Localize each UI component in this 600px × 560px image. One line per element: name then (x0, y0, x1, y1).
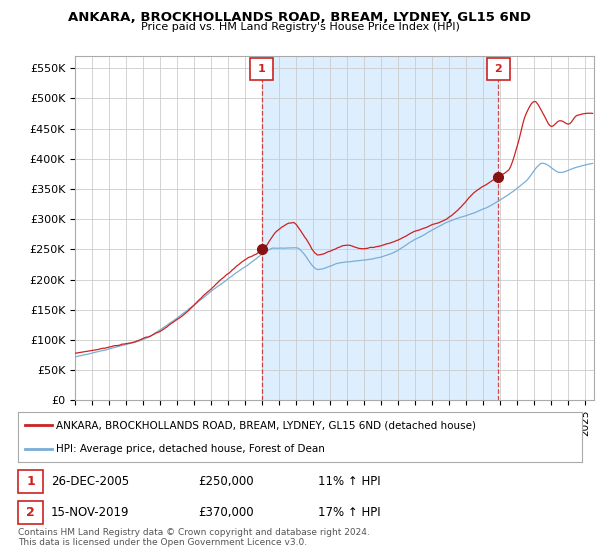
Text: 15-NOV-2019: 15-NOV-2019 (51, 506, 130, 519)
Text: ANKARA, BROCKHOLLANDS ROAD, BREAM, LYDNEY, GL15 6ND: ANKARA, BROCKHOLLANDS ROAD, BREAM, LYDNE… (68, 11, 532, 24)
Text: 11% ↑ HPI: 11% ↑ HPI (318, 475, 380, 488)
FancyBboxPatch shape (487, 58, 510, 80)
Text: 2: 2 (26, 506, 35, 519)
Text: 1: 1 (258, 64, 266, 74)
Text: 1: 1 (26, 475, 35, 488)
Text: ANKARA, BROCKHOLLANDS ROAD, BREAM, LYDNEY, GL15 6ND (detached house): ANKARA, BROCKHOLLANDS ROAD, BREAM, LYDNE… (56, 420, 476, 430)
Text: £370,000: £370,000 (198, 506, 254, 519)
Text: Contains HM Land Registry data © Crown copyright and database right 2024.
This d: Contains HM Land Registry data © Crown c… (18, 528, 370, 547)
Text: 26-DEC-2005: 26-DEC-2005 (51, 475, 129, 488)
Text: £250,000: £250,000 (198, 475, 254, 488)
Text: 17% ↑ HPI: 17% ↑ HPI (318, 506, 380, 519)
Text: HPI: Average price, detached house, Forest of Dean: HPI: Average price, detached house, Fore… (56, 445, 325, 454)
FancyBboxPatch shape (250, 58, 273, 80)
Text: 2: 2 (494, 64, 502, 74)
Text: Price paid vs. HM Land Registry's House Price Index (HPI): Price paid vs. HM Land Registry's House … (140, 22, 460, 32)
Bar (262, 56, 499, 400)
